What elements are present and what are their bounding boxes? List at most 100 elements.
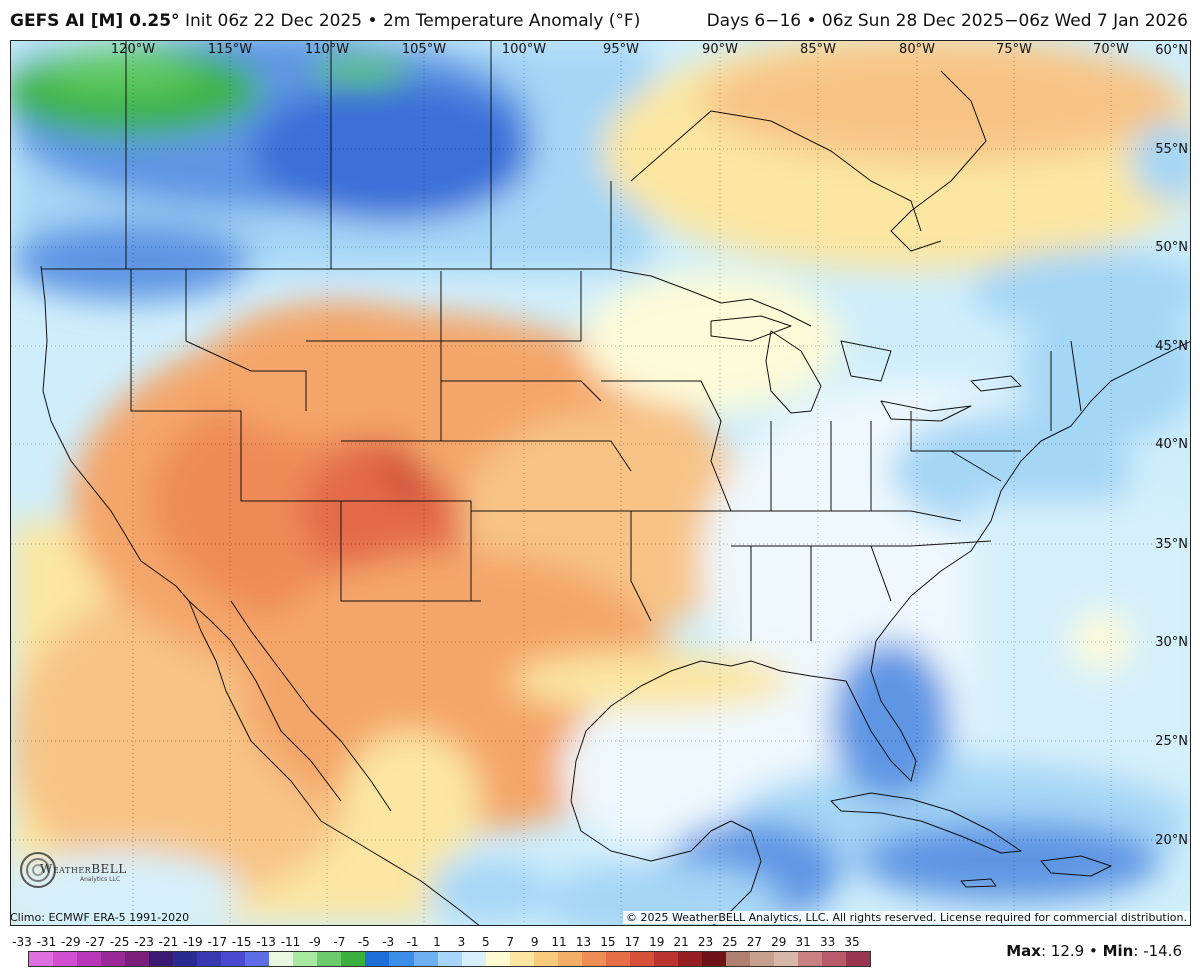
copyright-note: © 2025 WeatherBELL Analytics, LLC. All r… [623,911,1190,924]
lon-label: 70°W [1093,42,1129,57]
legend-label: 27 [746,935,762,949]
lat-label: 50°N [1155,240,1188,255]
legend-label: 33 [819,935,836,949]
weatherbell-logo: WeatherBELL Analytics LLC [18,848,128,892]
legend-swatch [317,952,342,966]
boundaries [40,41,1190,925]
legend-labels: -33 -31 -29 -27 -25 -23 -21 -19 -17 -15 -13 -11 -9 -7… [12,935,860,949]
legend-label: -31 [36,935,57,949]
legend-swatch [101,952,126,966]
legend-label: -7 [333,935,346,949]
legend-label: 13 [575,935,592,949]
title-bullet: • [367,11,378,31]
lat-label: 30°N [1155,635,1188,650]
legend-label: 5 [481,935,490,949]
legend-swatch [197,952,222,966]
legend-swatch [677,952,702,966]
legend-swatch [293,952,318,966]
legend-swatch [629,952,654,966]
map-title: GEFS AI [M] 0.25° Init 06z 22 Dec 2025 •… [10,11,640,31]
lat-label: 55°N [1155,142,1188,157]
legend-label: 25 [722,935,738,949]
legend-swatch [461,952,486,966]
legend-swatch [846,952,871,966]
min-label: Min [1102,942,1134,960]
legend-label: -13 [256,935,276,949]
legend-swatch [605,952,630,966]
legend-label: 9 [530,935,539,949]
legend-swatch [509,952,534,966]
legend-swatch [77,952,102,966]
legend-swatch [773,952,798,966]
valid-period: Days 6−16 • 06z Sun 28 Dec 2025−06z Wed … [706,11,1188,31]
swirl-icon [20,852,56,888]
lon-label: 85°W [800,42,836,57]
legend-swatch [173,952,198,966]
legend-swatch [53,952,78,966]
lon-label: 115°W [208,42,252,57]
stats-separator: • [1088,942,1098,960]
legend-swatch [653,952,678,966]
legend-label: 3 [457,935,466,949]
color-legend: -33 -31 -29 -27 -25 -23 -21 -19 -17 -15 -13 -11 -9 -7… [12,935,871,975]
legend-swatch [725,952,750,966]
legend-swatch [269,952,294,966]
legend-label: -15 [231,935,252,949]
max-min-stats: Max: 12.9 • Min: -14.6 [1006,942,1182,960]
init-time: Init 06z 22 Dec 2025 [184,11,363,31]
legend-swatch [485,952,510,966]
legend-label: 21 [673,935,689,949]
field-name: 2m Temperature Anomaly (°F) [382,11,641,31]
anomaly-map: 120°W 115°W 110°W 105°W 100°W 95°W 90°W … [10,40,1191,926]
max-value: 12.9 [1050,942,1085,960]
legend-label: 7 [506,935,515,949]
legend-swatch [533,952,558,966]
legend-label: -9 [308,935,321,949]
lat-label: 35°N [1155,537,1188,552]
legend-label: -5 [357,935,370,949]
legend-label: 11 [551,935,567,949]
map-canvas: 120°W 115°W 110°W 105°W 100°W 95°W 90°W … [11,41,1190,925]
legend-swatch [749,952,774,966]
model-name: GEFS AI [M] 0.25° [10,11,180,31]
legend-label: -27 [85,935,106,949]
lon-label: 120°W [111,42,155,57]
legend-label: 15 [600,935,616,949]
legend-swatch [29,952,54,966]
lat-label: 20°N [1155,833,1188,848]
longitude-labels: 120°W 115°W 110°W 105°W 100°W 95°W 90°W … [111,42,1129,57]
legend-bar [28,951,871,967]
legend-swatch [149,952,174,966]
lon-label: 75°W [996,42,1032,57]
legend-swatch [822,952,847,966]
legend-swatch [125,952,150,966]
legend-label: -17 [207,935,228,949]
legend-swatch [245,952,270,966]
max-label: Max [1006,942,1041,960]
legend-swatch [413,952,438,966]
legend-label: 31 [795,935,811,949]
legend-label: 1 [433,935,441,949]
legend-swatch [389,952,414,966]
legend-swatch [341,952,366,966]
logo-text: WeatherBELL [40,862,127,876]
legend-label: -23 [134,935,154,949]
legend-label: -33 [12,935,32,949]
lat-label: 60°N [1155,43,1188,58]
legend-swatch [798,952,823,966]
lat-label: 40°N [1155,437,1188,452]
lon-label: 80°W [899,42,935,57]
legend-swatch [581,952,606,966]
legend-swatch [437,952,462,966]
map-header: GEFS AI [M] 0.25° Init 06z 22 Dec 2025 •… [0,0,1200,40]
legend-swatch [365,952,390,966]
lon-label: 105°W [402,42,446,57]
legend-swatch [557,952,582,966]
lat-label: 25°N [1155,734,1188,749]
lon-label: 100°W [502,42,546,57]
lon-label: 95°W [603,42,639,57]
logo-subtext: Analytics LLC [80,876,121,883]
min-value: -14.6 [1143,942,1182,960]
legend-label: 29 [771,935,787,949]
graticule [11,41,1190,925]
